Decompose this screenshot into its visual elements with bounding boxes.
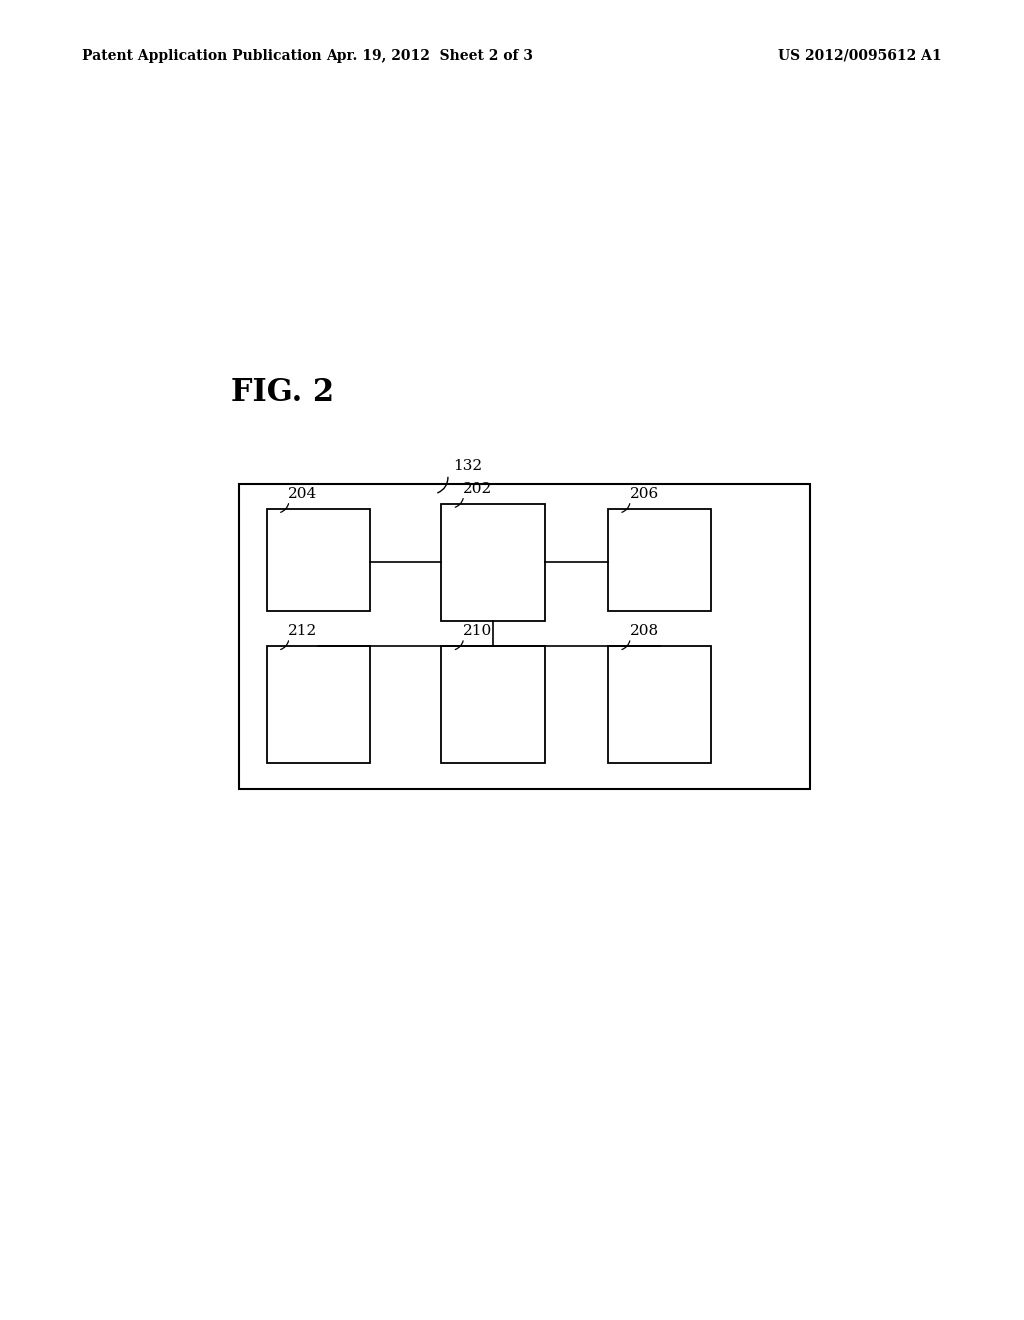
Bar <box>608 647 712 763</box>
Text: 210: 210 <box>463 624 493 638</box>
Bar <box>267 647 370 763</box>
Text: Patent Application Publication: Patent Application Publication <box>82 49 322 63</box>
Bar <box>441 647 545 763</box>
Text: US 2012/0095612 A1: US 2012/0095612 A1 <box>778 49 942 63</box>
Text: 132: 132 <box>454 459 482 474</box>
Text: 212: 212 <box>289 624 317 638</box>
Bar <box>608 510 712 611</box>
Text: 208: 208 <box>630 624 658 638</box>
Text: FIG. 2: FIG. 2 <box>231 378 334 408</box>
Text: 204: 204 <box>289 487 317 500</box>
Bar <box>441 504 545 620</box>
Bar <box>267 510 370 611</box>
Text: 202: 202 <box>463 482 493 496</box>
Text: 206: 206 <box>630 487 658 500</box>
Text: Apr. 19, 2012  Sheet 2 of 3: Apr. 19, 2012 Sheet 2 of 3 <box>327 49 534 63</box>
Bar <box>240 483 811 788</box>
